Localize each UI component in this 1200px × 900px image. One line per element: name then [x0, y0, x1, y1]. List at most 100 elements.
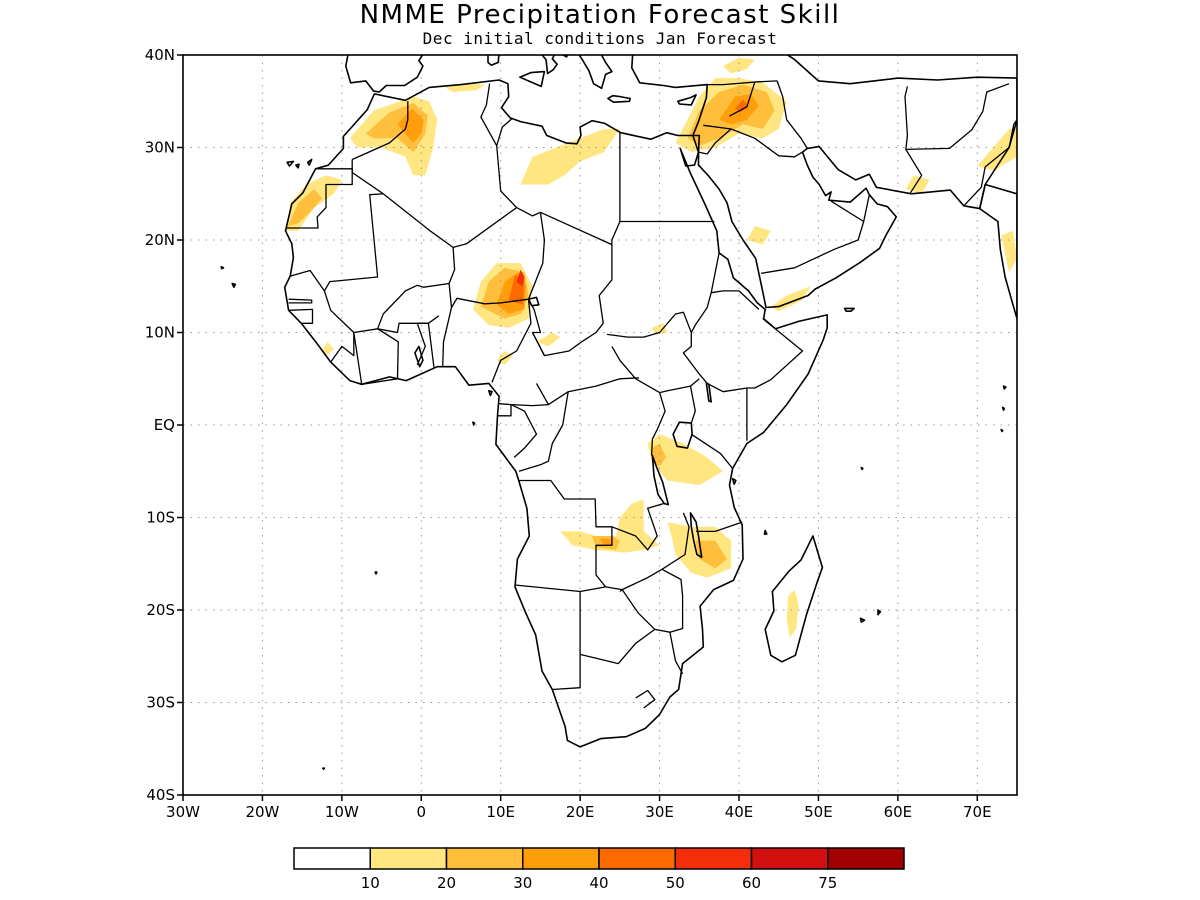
border-sudan-eritrea-ethiopia	[682, 252, 804, 393]
border-niger-nigeria	[448, 283, 529, 309]
x-tick-label: 30W	[166, 803, 200, 821]
border-tanzania-mozambique	[696, 521, 743, 533]
border-senegal-gambia	[288, 298, 313, 304]
coastline-reunion	[859, 617, 866, 623]
skill-region-pakistan-level-1	[977, 129, 1017, 171]
border-iran-afghan-pak	[904, 86, 923, 195]
x-tick-label: 40E	[725, 803, 754, 821]
coastline-bioko	[487, 389, 493, 397]
border-guinea-bissau	[288, 308, 314, 324]
coastline-comoros	[763, 529, 768, 535]
legend-swatch	[598, 847, 676, 870]
x-tick-label: 0	[417, 803, 427, 821]
coastline-sardinia	[487, 55, 500, 66]
skill-region-iran-south-level-1	[905, 175, 930, 194]
border-botswana-zimbabwe	[621, 568, 684, 633]
legend-label: 30	[513, 874, 532, 892]
y-tick-label: 30N	[145, 139, 175, 157]
skill-region-guinea-coast-level-1	[322, 341, 334, 356]
border-zambia-malawi-mozambique	[621, 512, 690, 591]
border-drc-uganda-rwanda	[650, 392, 666, 456]
border-mid-east-1	[707, 80, 778, 86]
border-mid-east-3	[698, 124, 732, 155]
coastline-maldives-2	[1001, 406, 1006, 412]
legend-swatch	[522, 847, 600, 870]
coastline-arabia	[630, 55, 1017, 309]
lake-lake-chad	[527, 296, 540, 307]
skill-region-libya-south-level-1	[520, 129, 620, 185]
legend-label: 50	[666, 874, 685, 892]
coastline-cape-verde-2	[220, 265, 225, 270]
skill-region-mauritania-coast-level-2	[287, 189, 322, 227]
x-tick-label: 60E	[884, 803, 913, 821]
y-tick-label: 10S	[146, 509, 175, 527]
map-background	[183, 55, 1017, 795]
x-tick-label: 10W	[325, 803, 359, 821]
border-cameroon-gabon-congo	[499, 403, 549, 407]
skill-region-tanzania-west-level-2	[651, 443, 666, 467]
skill-region-zambia-dr-congo-level-3	[600, 538, 612, 546]
lake-lake-tanganyika	[651, 454, 670, 506]
y-tick-label: 30S	[146, 694, 175, 712]
border-tunisia-libya	[496, 118, 513, 146]
legend-swatch	[674, 847, 753, 870]
coastline-maldives-3	[1000, 428, 1004, 433]
coastline-mauritius	[877, 609, 882, 616]
lake-lake-malawi	[689, 512, 703, 559]
border-iraq-iran	[776, 80, 808, 149]
y-tick-label: 20S	[146, 601, 175, 619]
border-congo-drc	[518, 391, 569, 472]
skill-region-algeria-east-level-1	[445, 82, 485, 92]
x-tick-label: 10E	[486, 803, 515, 821]
border-libya-niger-chad	[516, 207, 613, 246]
coastlines	[220, 55, 1017, 770]
border-saudi-yemen-oman	[761, 194, 870, 274]
legend-label: 75	[818, 874, 837, 892]
border-pak-india	[963, 119, 1017, 207]
skill-region-arabia-interior-level-1	[746, 226, 771, 245]
figure-subtitle: Dec initial conditions Jan Forecast	[423, 29, 778, 48]
legend-label: 40	[589, 874, 608, 892]
coastline-zanzibar	[731, 477, 737, 486]
border-saudi-uae	[830, 200, 865, 223]
coastline-cape-verde-1	[231, 282, 237, 289]
coastline-balkans-greece	[578, 55, 613, 90]
y-tick-label: EQ	[154, 416, 175, 434]
skill-region-tanzania-west-level-1	[647, 434, 724, 486]
border-algeria-tunisia-libya	[480, 83, 518, 209]
skill-region-morocco-atlas-level-3	[397, 108, 424, 143]
legend-swatch	[750, 847, 829, 870]
skill-fill-layer	[286, 57, 1017, 638]
skill-region-mozambique-malawi-level-2	[695, 540, 728, 569]
border-sudan-south-sudan	[607, 311, 692, 338]
border-afghan-pak	[905, 83, 1010, 151]
coastline-seychelles	[860, 466, 864, 471]
border-gabon-eq-guinea	[497, 404, 512, 417]
border-liberia-guinea	[330, 332, 355, 363]
legend-label: 20	[437, 874, 456, 892]
border-mid-east-2	[729, 81, 756, 117]
border-gabon-congo	[510, 404, 538, 458]
legend-label: 60	[742, 874, 761, 892]
border-mali-niger-burkina	[382, 247, 456, 315]
y-tick-label: 10N	[145, 324, 175, 342]
coastline-cyprus	[676, 94, 697, 106]
border-niger-chad	[527, 212, 546, 300]
x-axis: 30W 20W 10W 0 10E 20E 30E 40E 50E 60E 70E	[166, 795, 992, 821]
coastline-iberia	[344, 55, 424, 93]
color-legend: 10 20 30 40 50 60 75	[293, 847, 905, 892]
border-nigeria-cameroon	[491, 299, 532, 383]
coastline-canary-2	[306, 158, 313, 166]
coastline-tristan	[321, 767, 326, 770]
coastline-st-helena	[374, 571, 378, 575]
border-mauritania-mali	[323, 193, 384, 292]
coastline-sao-tome	[472, 421, 476, 426]
skill-region-cameroon-level-1	[536, 332, 561, 347]
skill-region-zambia-dr-congo-level-1	[560, 499, 660, 553]
x-tick-label: 70E	[963, 803, 992, 821]
figure-title: NMME Precipitation Forecast Skill	[360, 0, 841, 30]
coastline-socotra	[843, 307, 856, 313]
border-eritrea-ethiopia	[711, 290, 760, 310]
border-kenya-tanzania	[690, 433, 734, 469]
coastline-madagascar	[764, 535, 824, 663]
